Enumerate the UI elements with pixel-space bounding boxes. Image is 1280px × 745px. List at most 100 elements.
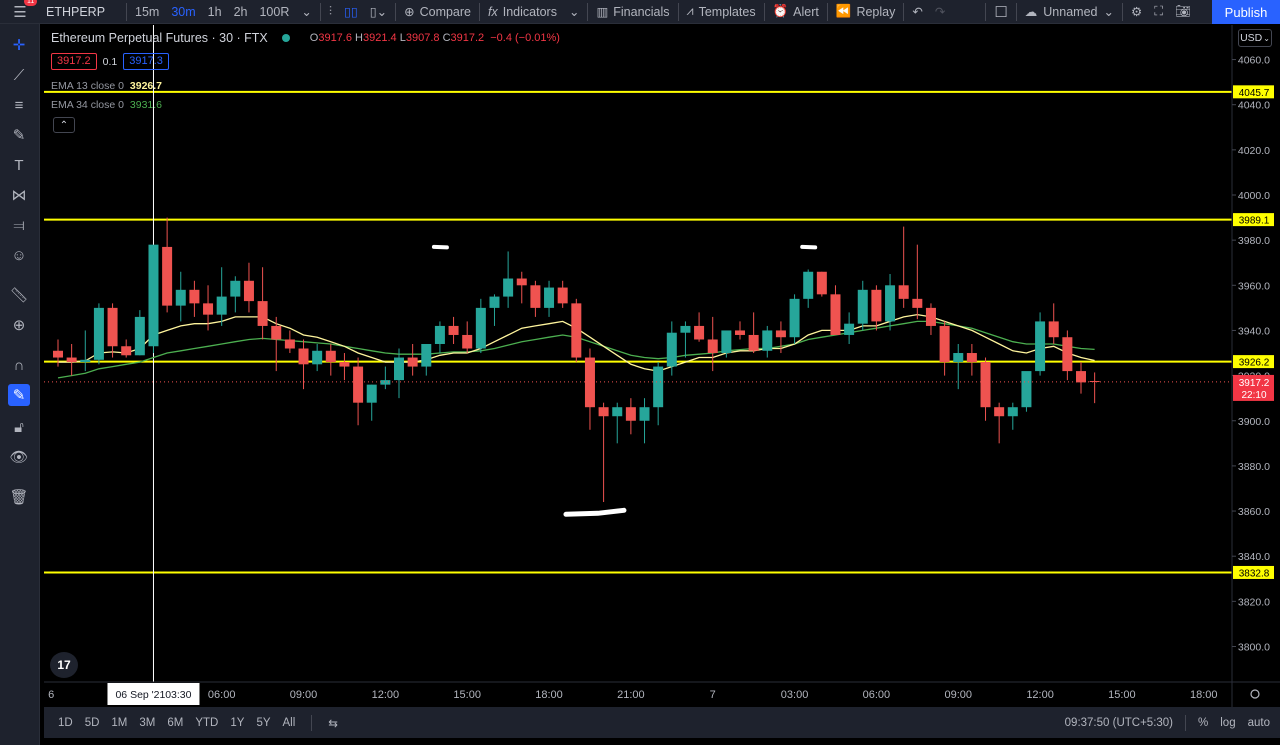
ema34-legend[interactable]: EMA 34 close 0 3931.6 bbox=[51, 99, 162, 111]
candle[interactable] bbox=[462, 321, 473, 354]
candle[interactable] bbox=[407, 343, 418, 376]
candle[interactable] bbox=[653, 362, 664, 426]
candle[interactable] bbox=[53, 339, 63, 367]
redo-button[interactable]: ↷ bbox=[929, 0, 951, 24]
candle[interactable] bbox=[1007, 402, 1018, 430]
candle[interactable] bbox=[953, 343, 964, 390]
candle[interactable] bbox=[121, 339, 132, 358]
candle[interactable] bbox=[66, 343, 77, 376]
candle[interactable] bbox=[1035, 312, 1046, 376]
candle[interactable] bbox=[707, 316, 718, 372]
candle[interactable] bbox=[162, 217, 173, 313]
bar-style-bars[interactable]: ⫶ bbox=[323, 0, 338, 24]
collapse-legend-button[interactable]: ⌃ bbox=[53, 117, 75, 133]
candle[interactable] bbox=[775, 321, 786, 354]
candle[interactable] bbox=[175, 271, 186, 322]
publish-button[interactable]: Publish bbox=[1212, 0, 1280, 24]
ema13-legend[interactable]: EMA 13 close 0 3926.7 bbox=[51, 80, 162, 92]
crosshair-tool[interactable]: ✛ bbox=[8, 34, 30, 56]
interval-100r[interactable]: 100R bbox=[259, 4, 290, 19]
compare-button[interactable]: ⊕ Compare bbox=[398, 0, 477, 24]
candle[interactable] bbox=[598, 402, 609, 503]
candle[interactable] bbox=[1048, 303, 1059, 344]
candle[interactable] bbox=[748, 312, 759, 354]
log-scale-button[interactable]: log bbox=[1220, 716, 1236, 729]
indicators-button[interactable]: fx Indicators bbox=[482, 0, 563, 24]
candle[interactable] bbox=[1021, 371, 1032, 412]
range-1y[interactable]: 1Y bbox=[230, 716, 245, 729]
tradingview-logo[interactable]: 17 bbox=[50, 652, 78, 678]
candle[interactable] bbox=[584, 348, 595, 430]
trend-line-tool[interactable]: ⟋ bbox=[8, 64, 30, 86]
candle[interactable] bbox=[230, 276, 241, 313]
candle[interactable] bbox=[93, 303, 104, 365]
candle[interactable] bbox=[530, 280, 541, 317]
candle[interactable] bbox=[871, 285, 882, 331]
candle[interactable] bbox=[366, 384, 377, 421]
candle[interactable] bbox=[516, 271, 527, 304]
snapshot-button[interactable]: 📷︎ bbox=[1169, 0, 1197, 24]
candle[interactable] bbox=[434, 321, 445, 354]
range-all[interactable]: All bbox=[282, 716, 296, 729]
brush-stroke[interactable] bbox=[563, 507, 627, 517]
candle[interactable] bbox=[789, 294, 800, 344]
interval-1h[interactable]: 1h bbox=[207, 4, 222, 19]
auto-scale-button[interactable]: auto bbox=[1247, 716, 1270, 729]
candle[interactable] bbox=[816, 271, 827, 297]
candle[interactable] bbox=[353, 357, 364, 426]
clock[interactable]: 09:37:50 (UTC+5:30) bbox=[1064, 716, 1174, 729]
candle[interactable] bbox=[857, 280, 868, 331]
settings-button[interactable]: ⚙ bbox=[1125, 0, 1148, 24]
layout-name-button[interactable]: ☁ Unnamed ⌄ bbox=[1019, 0, 1120, 24]
zoom-tool[interactable]: ⊕ bbox=[8, 314, 30, 336]
menu-button[interactable]: ☰ 11 bbox=[0, 0, 40, 24]
candle[interactable] bbox=[257, 267, 268, 340]
measure-tool[interactable]: 📏︎ bbox=[8, 284, 30, 306]
range-1d[interactable]: 1D bbox=[58, 716, 73, 729]
candle[interactable] bbox=[107, 303, 118, 358]
range-5d[interactable]: 5D bbox=[84, 716, 100, 729]
undo-button[interactable]: ↶ bbox=[906, 0, 928, 24]
candle[interactable] bbox=[544, 280, 555, 317]
candle[interactable] bbox=[189, 280, 200, 317]
magnet-tool[interactable]: ∩ bbox=[8, 354, 30, 376]
financials-button[interactable]: ▥ Financials bbox=[590, 0, 675, 24]
candle[interactable] bbox=[503, 251, 514, 308]
candle[interactable] bbox=[148, 244, 159, 354]
candle[interactable] bbox=[912, 244, 923, 320]
candle[interactable] bbox=[844, 312, 855, 344]
candle[interactable] bbox=[639, 398, 650, 444]
range-5y[interactable]: 5Y bbox=[256, 716, 271, 729]
lock-tool[interactable]: 🔓︎ bbox=[8, 416, 30, 438]
brush-stroke[interactable] bbox=[431, 244, 449, 250]
candle[interactable] bbox=[612, 402, 623, 444]
interval-15m[interactable]: 15m bbox=[135, 4, 160, 19]
candle[interactable] bbox=[980, 357, 991, 421]
fib-tool[interactable]: ≡ bbox=[8, 94, 30, 116]
fullscreen-button[interactable]: ⛶ bbox=[1148, 0, 1169, 24]
icons-tool[interactable]: ☺ bbox=[8, 244, 30, 266]
bar-style-dropdown[interactable]: ▯⌄ bbox=[364, 0, 393, 24]
remove-tool[interactable]: 🗑︎ bbox=[8, 486, 30, 508]
candle[interactable] bbox=[1076, 362, 1086, 394]
percent-scale-button[interactable]: % bbox=[1198, 716, 1209, 729]
candle[interactable] bbox=[380, 366, 391, 390]
candle[interactable] bbox=[271, 316, 282, 372]
candle[interactable] bbox=[939, 321, 950, 376]
range-ytd[interactable]: YTD bbox=[195, 716, 219, 729]
candle[interactable] bbox=[925, 303, 936, 335]
candle[interactable] bbox=[216, 267, 227, 326]
candle[interactable] bbox=[325, 343, 336, 376]
candle[interactable] bbox=[134, 310, 145, 356]
brush-stroke[interactable] bbox=[800, 244, 818, 250]
candle[interactable] bbox=[680, 321, 691, 358]
interval-2h[interactable]: 2h bbox=[233, 4, 248, 19]
candle[interactable] bbox=[966, 343, 977, 376]
interval-30m[interactable]: 30m bbox=[171, 4, 196, 19]
candle[interactable] bbox=[421, 343, 432, 376]
alert-button[interactable]: ⏰ Alert bbox=[767, 0, 825, 24]
candle[interactable] bbox=[448, 316, 459, 344]
candle[interactable] bbox=[994, 402, 1005, 444]
range-6m[interactable]: 6M bbox=[167, 716, 184, 729]
